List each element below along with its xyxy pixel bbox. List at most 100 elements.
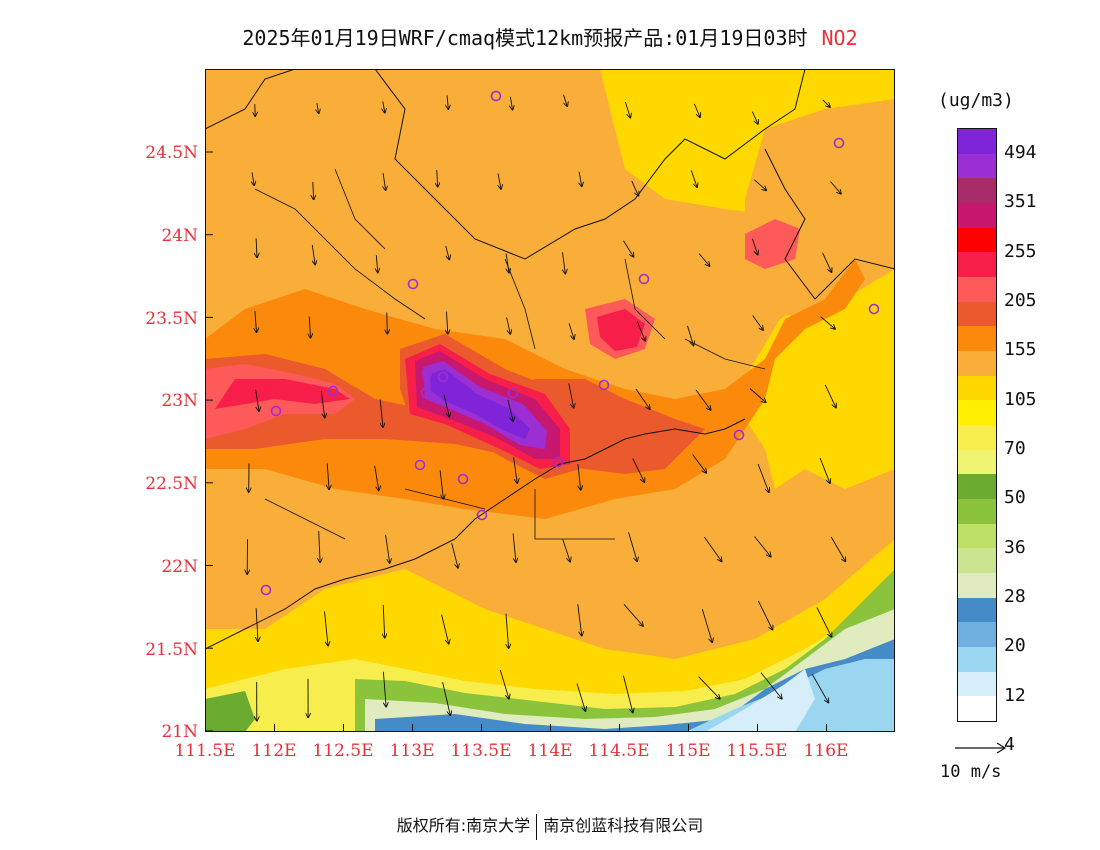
wind-vector xyxy=(309,316,310,337)
wind-vector xyxy=(385,534,390,563)
colorbar-segment xyxy=(958,227,996,253)
province-border xyxy=(205,69,895,300)
copyright-company: 南京创蓝科技有限公司 xyxy=(543,816,704,835)
lon-label-113E: 113E xyxy=(389,741,435,761)
wind-vector xyxy=(562,538,570,562)
colorbar-level-label: 12 xyxy=(1004,684,1026,706)
colorbar-level-label: 4 xyxy=(1004,734,1015,755)
station-marker xyxy=(733,429,745,441)
wind-vectors xyxy=(247,94,845,721)
wind-vector xyxy=(510,96,512,110)
copyright-owner: 版权所有:南京大学 xyxy=(396,816,531,835)
wind-vector xyxy=(439,470,443,499)
wind-vector xyxy=(822,99,830,107)
wind-vector xyxy=(512,533,516,562)
wind-vector xyxy=(317,103,319,113)
wind-vector xyxy=(577,604,582,635)
colorbar-segment xyxy=(958,351,996,377)
fill-green-sw xyxy=(205,691,255,732)
colorbar-segment xyxy=(958,499,996,525)
wind-vector xyxy=(690,170,697,187)
station-marker xyxy=(638,273,650,285)
wind-vector xyxy=(447,311,448,334)
colorbar-level-label: 28 xyxy=(1004,586,1026,607)
colorbar-segment xyxy=(958,252,996,278)
colorbar-segment xyxy=(958,548,996,574)
wind-vector xyxy=(313,181,314,199)
station-marker xyxy=(598,379,610,391)
station-marker xyxy=(414,459,426,471)
colorbar-level-label: 20 xyxy=(1004,635,1026,657)
colorbar-level-label: 70 xyxy=(1004,438,1026,459)
station-marker xyxy=(270,405,282,417)
footer-divider xyxy=(536,813,538,840)
colorbar-segment xyxy=(958,326,996,352)
wind-vector xyxy=(506,317,511,334)
wind-vector xyxy=(698,253,709,266)
wind-vector xyxy=(754,536,771,557)
colorbar-segment xyxy=(958,449,996,475)
colorbar-segment xyxy=(958,375,996,401)
colorbar-segment xyxy=(958,153,996,179)
colorbar-units: (ug/m3) xyxy=(938,90,1014,111)
colorbar-segment xyxy=(958,277,996,303)
colorbar-segment xyxy=(958,597,996,623)
wind-vector xyxy=(383,604,385,638)
lat-label-23N: 23N xyxy=(161,391,198,411)
wind-vector xyxy=(443,394,449,417)
wind-vector xyxy=(577,464,581,490)
coastline xyxy=(205,418,746,650)
wind-vector xyxy=(760,672,782,699)
lon-label-112E: 112E xyxy=(251,741,297,761)
colorbar-level-label: 255 xyxy=(1004,240,1037,262)
fill-huizhou-core xyxy=(597,309,645,351)
wind-vector xyxy=(757,600,772,630)
wind-vector xyxy=(324,611,329,645)
lon-label-114.5E: 114.5E xyxy=(588,741,650,761)
station-marker xyxy=(490,90,502,102)
wind-vector xyxy=(383,173,386,190)
wind-vector xyxy=(830,536,845,561)
wind-vector xyxy=(505,613,509,649)
wind-vector xyxy=(327,463,329,489)
station-marker xyxy=(868,303,880,315)
lat-label-22N: 22N xyxy=(161,557,198,577)
lon-label-115E: 115E xyxy=(665,741,711,761)
station-marker xyxy=(507,387,519,399)
wind-vector xyxy=(635,388,650,409)
wind-vector xyxy=(622,675,632,713)
wind-vector xyxy=(252,172,254,185)
wind-vector xyxy=(451,542,458,568)
station-marker xyxy=(833,137,845,149)
copyright-footer: 版权所有:南京大学 南京创蓝科技有限公司 xyxy=(0,812,1100,840)
wind-vector xyxy=(376,255,378,272)
chart-title: 2025年01月19日WRF/cmaq模式12km预报产品:01月19日03时 N… xyxy=(0,22,1100,51)
wind-vector xyxy=(824,384,836,408)
lon-label-113.5E: 113.5E xyxy=(450,741,512,761)
wind-vector xyxy=(506,253,509,273)
colorbar-segment xyxy=(958,203,996,229)
wind-vector xyxy=(256,608,258,641)
station-marker xyxy=(476,509,488,521)
wind-vector xyxy=(687,325,694,346)
colorbar-segment xyxy=(958,671,996,697)
wind-vector xyxy=(255,310,257,332)
wind-vector xyxy=(507,399,513,422)
colorbar-segment xyxy=(958,573,996,599)
wind-vector xyxy=(631,180,639,196)
fill-salmon-core-west xyxy=(215,379,350,409)
wind-vector xyxy=(256,238,257,257)
wind-vector xyxy=(312,245,315,264)
wind-vector xyxy=(698,676,720,699)
colorbar-segment xyxy=(958,523,996,549)
wind-reference-label: 10 m/s xyxy=(940,762,1002,782)
wind-reference-arrow xyxy=(955,742,1007,754)
station-marker xyxy=(420,387,432,399)
station-marker xyxy=(437,371,449,383)
wind-vector xyxy=(563,252,566,273)
axis-ticks xyxy=(205,151,827,732)
wind-vector xyxy=(379,399,383,427)
fill-hotspot-core xyxy=(430,369,530,439)
colorbar-segment xyxy=(958,696,996,722)
wind-vector xyxy=(752,315,763,331)
